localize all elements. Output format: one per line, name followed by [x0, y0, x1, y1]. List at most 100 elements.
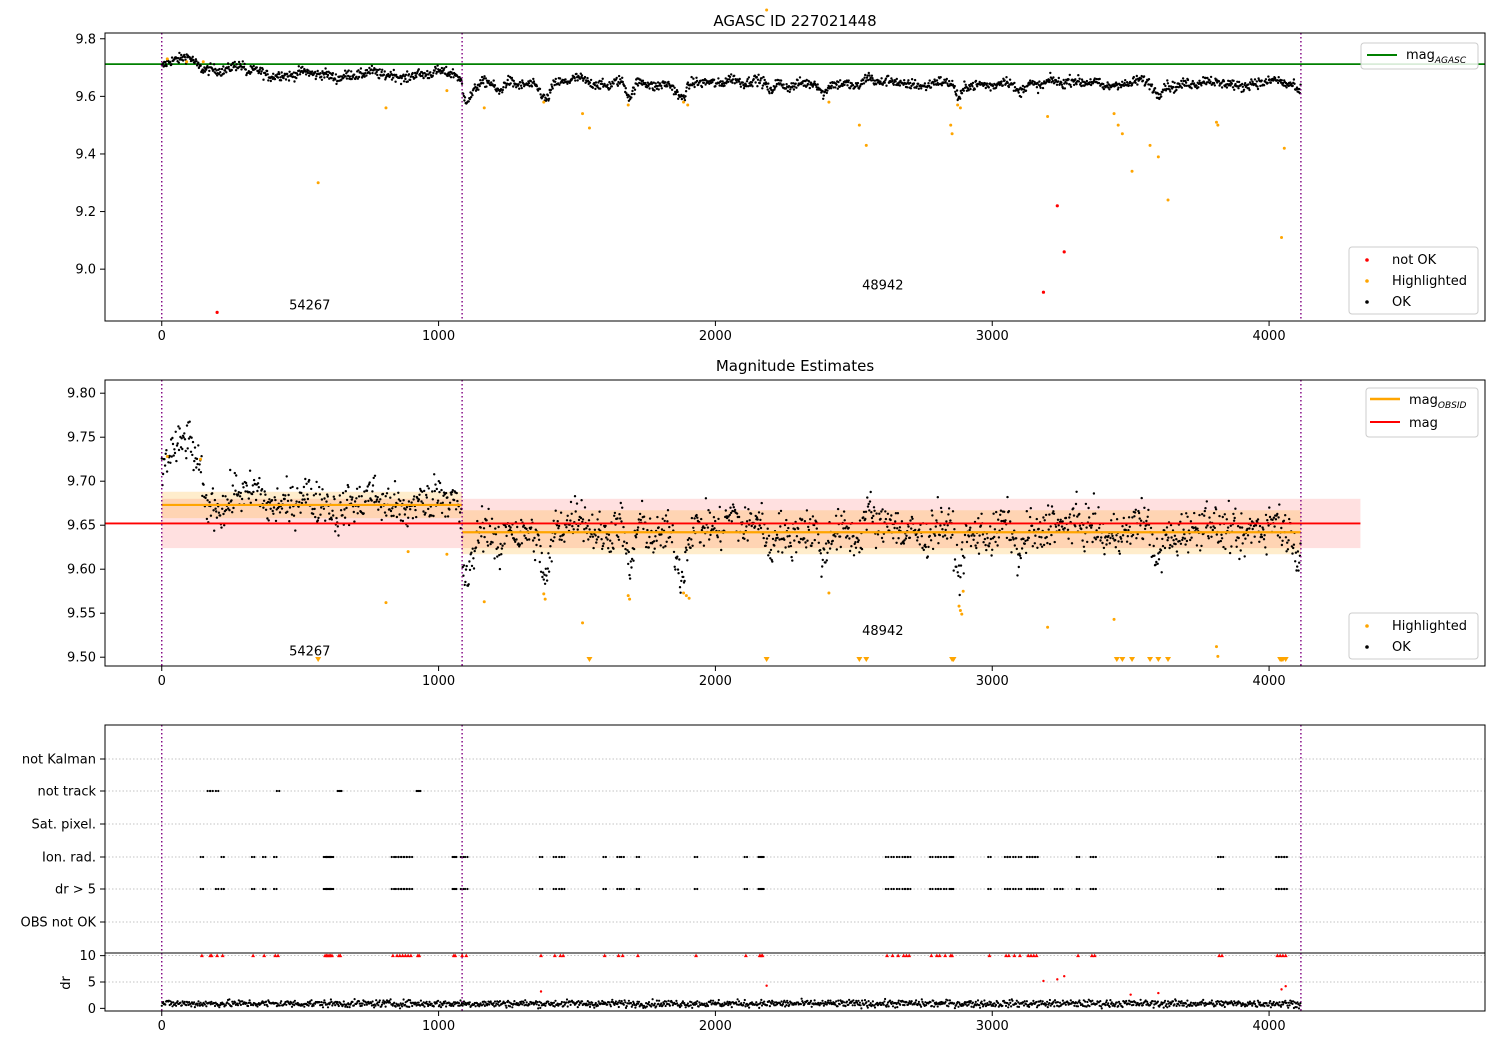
- dr-point: [665, 1005, 667, 1007]
- flag-point: [395, 856, 397, 858]
- ok-point: [1232, 513, 1234, 515]
- highlighted-point: [1216, 655, 1219, 658]
- dr-point: [172, 1001, 174, 1003]
- flag-point: [694, 888, 696, 890]
- ok-point: [1200, 545, 1202, 547]
- ok-point: [646, 529, 648, 531]
- dr-point: [634, 1007, 636, 1009]
- ok-point: [192, 56, 194, 58]
- flag-point: [403, 888, 405, 890]
- ok-point: [291, 486, 293, 488]
- flag-point: [553, 856, 555, 858]
- ok-point: [229, 469, 231, 471]
- dr-point: [669, 1005, 671, 1007]
- dr-point: [218, 1006, 220, 1008]
- flag-point: [561, 888, 563, 890]
- dr-point: [505, 1005, 507, 1007]
- dr-point: [676, 1002, 678, 1004]
- ok-point: [580, 499, 582, 501]
- ok-point: [432, 75, 434, 77]
- ok-point: [649, 517, 651, 519]
- ok-point: [974, 544, 976, 546]
- ok-point: [783, 539, 785, 541]
- ok-point: [976, 85, 978, 87]
- y-tick-label: 9.2: [75, 205, 96, 220]
- ok-point: [1190, 87, 1192, 89]
- ok-point: [371, 499, 373, 501]
- flag-point: [696, 888, 698, 890]
- dr-point: [362, 1003, 364, 1005]
- ok-point: [331, 518, 333, 520]
- ok-point: [377, 509, 379, 511]
- ok-point: [1220, 540, 1222, 542]
- flag-point: [744, 888, 746, 890]
- dr-point: [800, 1003, 802, 1005]
- ok-point: [249, 470, 251, 472]
- flag-point: [1286, 856, 1288, 858]
- ok-point: [1136, 75, 1138, 77]
- ok-point: [499, 568, 501, 570]
- ok-point: [1247, 83, 1249, 85]
- ok-point: [687, 81, 689, 83]
- ok-point: [197, 444, 199, 446]
- ok-point: [1141, 497, 1143, 499]
- dr-point: [440, 1006, 442, 1008]
- x-tick-label: 2000: [699, 329, 732, 344]
- ok-point: [1273, 517, 1275, 519]
- ok-point: [234, 61, 236, 63]
- ok-point: [937, 496, 939, 498]
- dr-point: [748, 1007, 750, 1009]
- ok-point: [681, 98, 683, 100]
- ok-point: [996, 544, 998, 546]
- dr-point: [468, 1003, 470, 1005]
- ok-point: [363, 512, 365, 514]
- legend-ok-label: OK: [1392, 295, 1411, 310]
- ok-point: [405, 74, 407, 76]
- ok-point: [1048, 528, 1050, 530]
- ok-point: [590, 533, 592, 535]
- dr-point: [231, 1001, 233, 1003]
- ok-point: [1119, 553, 1121, 555]
- ok-point: [1063, 79, 1065, 81]
- highlighted-point: [1157, 155, 1160, 158]
- ok-point: [1226, 518, 1228, 520]
- ok-point: [1010, 551, 1012, 553]
- ok-point: [275, 520, 277, 522]
- ok-point: [321, 488, 323, 490]
- flag-point: [1040, 888, 1042, 890]
- ok-point: [228, 509, 230, 511]
- flag-point: [1281, 888, 1283, 890]
- ok-point: [1097, 506, 1099, 508]
- ok-point: [296, 487, 298, 489]
- dr-point: [772, 1001, 774, 1003]
- ok-point: [947, 513, 949, 515]
- ok-point: [1053, 513, 1055, 515]
- ok-point: [185, 457, 187, 459]
- ok-point: [961, 548, 963, 550]
- dr-point: [462, 1005, 464, 1007]
- ok-point: [252, 484, 254, 486]
- y-tick-label: 9.70: [67, 475, 96, 490]
- ok-point: [218, 68, 220, 70]
- ok-point: [775, 85, 777, 87]
- ok-point: [1185, 512, 1187, 514]
- dr-point: [740, 1002, 742, 1004]
- ok-point: [163, 458, 165, 460]
- x-tick-label: 3000: [976, 674, 1009, 689]
- ok-point: [491, 518, 493, 520]
- ok-point: [944, 81, 946, 83]
- ok-point: [472, 557, 474, 559]
- ok-point: [959, 576, 961, 578]
- legend-mid-highlighted-marker: [1365, 624, 1369, 628]
- ok-point: [1072, 507, 1074, 509]
- ok-point: [949, 519, 951, 521]
- flag-point: [409, 856, 411, 858]
- ok-point: [954, 85, 956, 87]
- ok-point: [432, 515, 434, 517]
- dr-point: [565, 1001, 567, 1003]
- ok-point: [452, 76, 454, 78]
- dr-point: [444, 1002, 446, 1004]
- y-tick-label: 9.75: [67, 431, 96, 446]
- ok-point: [369, 481, 371, 483]
- ok-point: [202, 484, 204, 486]
